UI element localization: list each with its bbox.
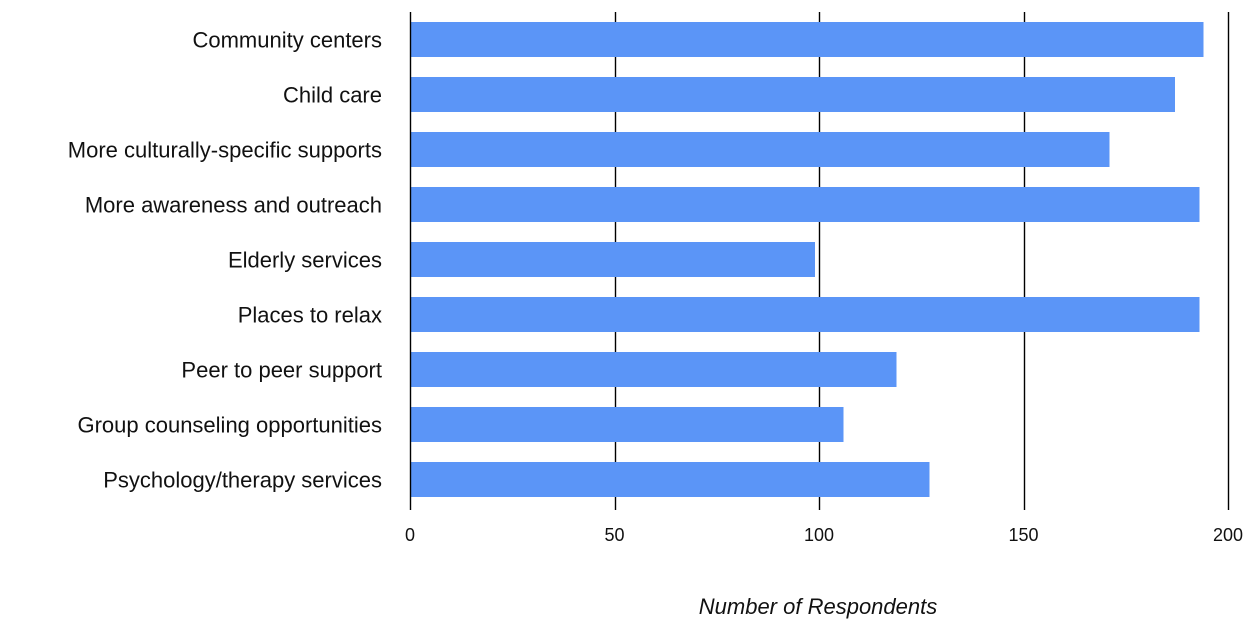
bar-8 bbox=[410, 407, 844, 442]
category-label-6: Places to relax bbox=[238, 303, 382, 328]
bar-3 bbox=[410, 132, 1110, 167]
category-label-5: Elderly services bbox=[228, 248, 382, 273]
category-label-2: Child care bbox=[283, 83, 382, 108]
x-tick-label-50: 50 bbox=[604, 525, 624, 545]
x-tick-label-100: 100 bbox=[804, 525, 834, 545]
bar-4 bbox=[410, 187, 1200, 222]
category-label-9: Psychology/therapy services bbox=[103, 468, 382, 493]
category-label-4: More awareness and outreach bbox=[85, 193, 382, 218]
bar-5 bbox=[410, 242, 815, 277]
x-tick-label-200: 200 bbox=[1213, 525, 1243, 545]
category-label-7: Peer to peer support bbox=[181, 358, 382, 383]
bar-9 bbox=[410, 462, 930, 497]
bars bbox=[410, 22, 1204, 497]
bar-7 bbox=[410, 352, 897, 387]
bar-2 bbox=[410, 77, 1175, 112]
category-labels: Community centers Child care More cultural… bbox=[68, 28, 382, 493]
x-tick-label-150: 150 bbox=[1008, 525, 1038, 545]
category-label-3: More culturally-specific supports bbox=[68, 138, 382, 163]
bar-1 bbox=[410, 22, 1204, 57]
x-axis-title: Number of Respondents bbox=[699, 594, 937, 619]
category-label-8: Group counseling opportunities bbox=[77, 413, 382, 438]
x-tick-label-0: 0 bbox=[405, 525, 415, 545]
x-tick-labels: 0 50 100 150 200 bbox=[405, 525, 1243, 545]
bar-6 bbox=[410, 297, 1200, 332]
category-label-1: Community centers bbox=[192, 28, 382, 53]
